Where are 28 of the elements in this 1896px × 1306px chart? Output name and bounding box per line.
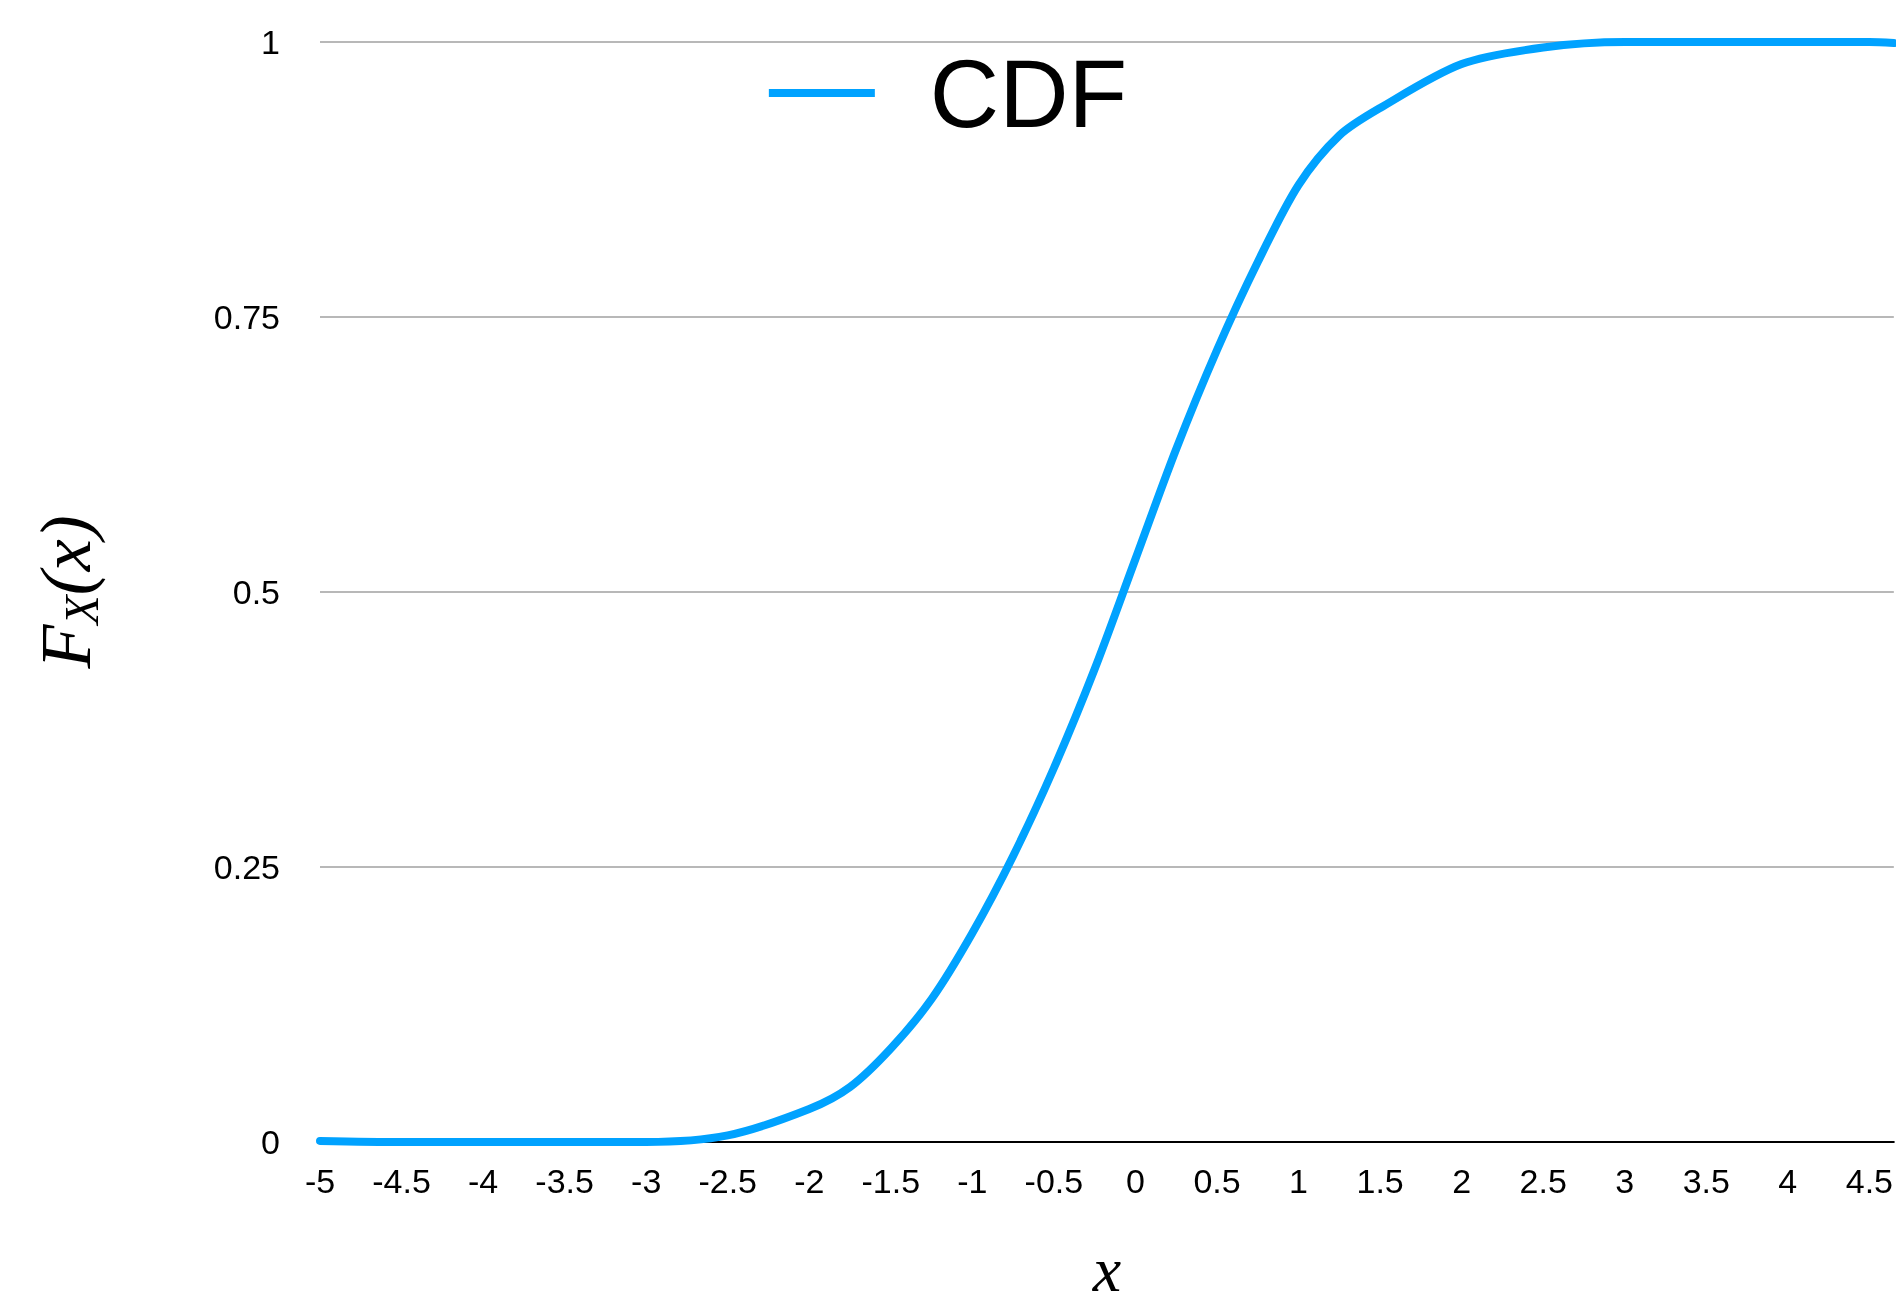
x-tick-label: -2.5 bbox=[698, 1162, 758, 1200]
x-tick-label: 1 bbox=[1289, 1162, 1309, 1200]
x-tick-label: -1.5 bbox=[861, 1162, 921, 1200]
x-tick-label: -5 bbox=[304, 1162, 336, 1200]
x-tick-label: 2 bbox=[1452, 1162, 1472, 1200]
legend-label: CDF bbox=[929, 39, 1128, 147]
x-tick-label: 0.5 bbox=[1193, 1162, 1241, 1200]
x-axis-title: x bbox=[1091, 1233, 1122, 1305]
x-tick-label: -1 bbox=[957, 1162, 988, 1200]
x-tick-label: 1.5 bbox=[1356, 1162, 1404, 1200]
x-tick-label: -4.5 bbox=[372, 1162, 431, 1200]
x-tick-label: -3.5 bbox=[535, 1162, 594, 1200]
x-tick-label: -4 bbox=[467, 1162, 499, 1200]
x-tick-label: 0 bbox=[1126, 1162, 1145, 1200]
x-tick-label: -3 bbox=[631, 1162, 662, 1200]
y-tick-label: 1 bbox=[261, 23, 280, 61]
x-tick-label: 4.5 bbox=[1845, 1162, 1893, 1200]
y-tick-label: 0.5 bbox=[232, 573, 280, 611]
x-tick-label: -2 bbox=[794, 1162, 825, 1200]
x-tick-label: 3.5 bbox=[1682, 1162, 1730, 1200]
x-tick-label: 4 bbox=[1778, 1162, 1798, 1200]
y-axis-title: FX(x) bbox=[26, 515, 108, 670]
y-tick-label: 0 bbox=[261, 1123, 280, 1161]
y-tick-label: 0.25 bbox=[213, 848, 280, 886]
x-tick-label: 2.5 bbox=[1519, 1162, 1567, 1200]
y-tick-label: 0.75 bbox=[213, 298, 280, 336]
x-tick-label: 3 bbox=[1615, 1162, 1635, 1200]
x-tick-label: -0.5 bbox=[1024, 1162, 1084, 1200]
